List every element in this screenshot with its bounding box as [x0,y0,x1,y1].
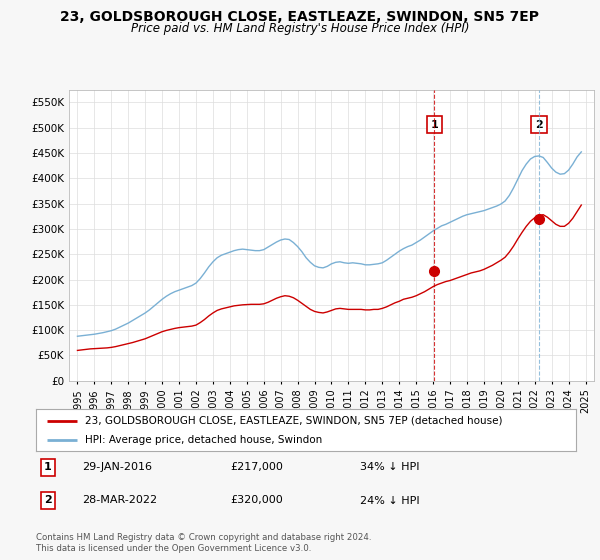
Text: 24% ↓ HPI: 24% ↓ HPI [360,496,419,506]
Text: 29-JAN-2016: 29-JAN-2016 [82,462,152,472]
Text: £320,000: £320,000 [230,496,283,506]
Text: 1: 1 [431,119,439,129]
Text: Contains HM Land Registry data © Crown copyright and database right 2024.
This d: Contains HM Land Registry data © Crown c… [36,533,371,553]
Text: £217,000: £217,000 [230,462,283,472]
Text: HPI: Average price, detached house, Swindon: HPI: Average price, detached house, Swin… [85,435,322,445]
Text: 34% ↓ HPI: 34% ↓ HPI [360,462,419,472]
Text: 28-MAR-2022: 28-MAR-2022 [82,496,157,506]
Text: 1: 1 [44,462,52,472]
Text: 23, GOLDSBOROUGH CLOSE, EASTLEAZE, SWINDON, SN5 7EP: 23, GOLDSBOROUGH CLOSE, EASTLEAZE, SWIND… [61,10,539,24]
Text: 2: 2 [44,496,52,506]
Text: 2: 2 [535,119,542,129]
Text: Price paid vs. HM Land Registry's House Price Index (HPI): Price paid vs. HM Land Registry's House … [131,22,469,35]
Text: 23, GOLDSBOROUGH CLOSE, EASTLEAZE, SWINDON, SN5 7EP (detached house): 23, GOLDSBOROUGH CLOSE, EASTLEAZE, SWIND… [85,416,502,426]
